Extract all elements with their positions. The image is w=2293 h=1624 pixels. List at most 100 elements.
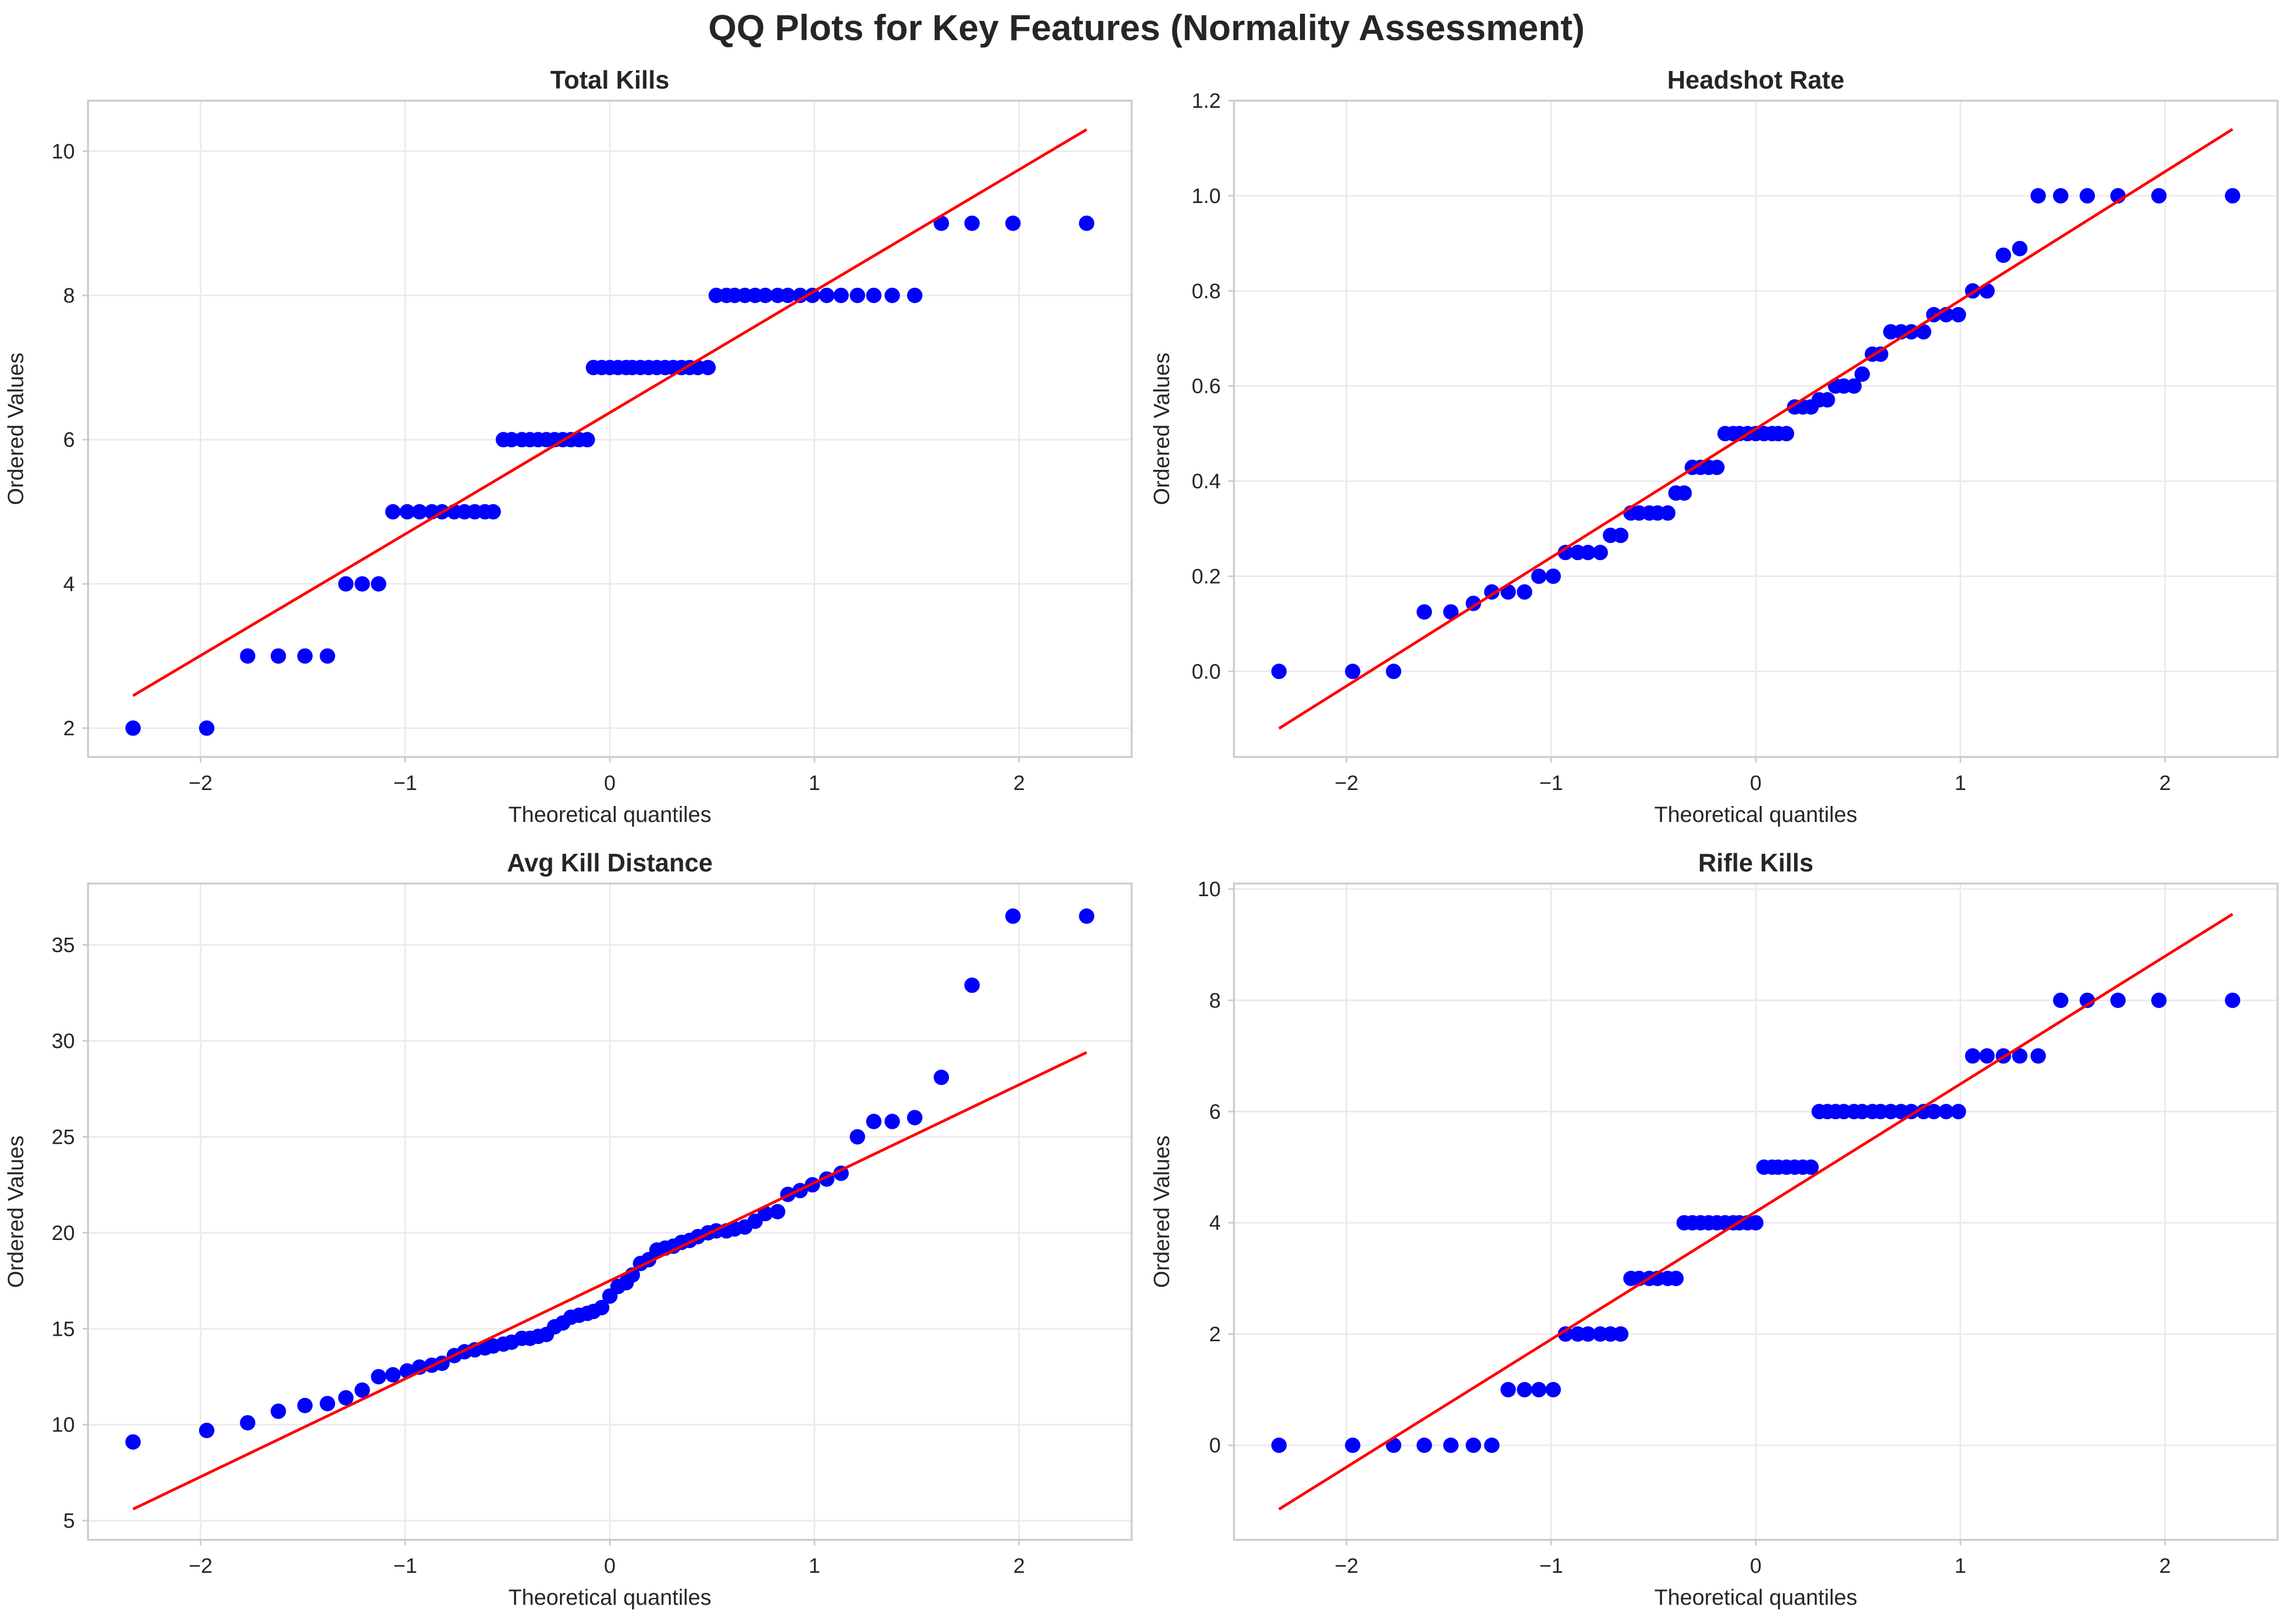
qq-point [1517,584,1533,600]
qq-point [2030,188,2046,204]
y-tick-label: 8 [63,284,75,308]
qq-point [354,1382,370,1398]
x-tick-label: 1 [809,1555,820,1578]
x-tick-label: 2 [2159,772,2171,795]
qq-point [2110,992,2126,1008]
qq-point [1580,1326,1596,1342]
qq-point [866,1113,882,1129]
qq-point [338,576,354,592]
y-tick-label: 20 [52,1222,75,1245]
qq-point [1938,1104,1954,1120]
qq-point [125,1434,141,1450]
qq-point [1613,1326,1629,1342]
reference-line [132,128,1088,697]
qq-point [1466,1438,1482,1453]
qq-point [1916,324,1932,340]
qq-point [2053,992,2069,1008]
qq-point [1545,1382,1561,1398]
x-tick-label: 2 [1013,1555,1025,1578]
x-tick-label: 1 [1955,772,1966,795]
qq-point [354,576,370,592]
y-tick-label: 5 [63,1510,75,1533]
qq-point [371,576,387,592]
qq-point [1668,1270,1684,1286]
subplot-4: −2 −1 0 1 2 0 2 4 6 8 10 Rifle Kills Theoretical qua… [1150,848,2279,1610]
qq-point [1709,459,1725,475]
subplot-title: Headshot Rate [1667,65,1844,94]
qq-point [1580,545,1596,561]
y-tick-label: 2 [1209,1323,1221,1346]
qq-point [866,287,882,303]
qq-point [2012,1048,2028,1064]
y-tick-label: 4 [1209,1212,1221,1235]
qq-point [338,1390,354,1406]
qq-point [320,648,336,664]
y-tick-label: 0 [1209,1434,1221,1457]
x-tick-label: −1 [393,1555,417,1578]
qq-point [485,504,501,520]
x-tick-label: 1 [809,772,820,795]
y-tick-label: 10 [52,140,75,163]
qq-point [1386,663,1402,679]
y-tick-label: 10 [52,1414,75,1437]
qq-point [2225,188,2241,204]
qq-point [833,287,849,303]
x-axis-label: Theoretical quantiles [508,803,711,827]
qq-point [385,504,401,520]
qq-point [371,1369,387,1385]
qq-point [907,1110,923,1126]
y-tick-label: 30 [52,1030,75,1053]
qq-point [1271,663,1287,679]
qq-point [1592,545,1608,561]
axes-frame [87,100,1133,758]
qq-point [125,720,141,736]
x-tick-label: −1 [1539,772,1563,795]
qq-point [1531,1382,1547,1398]
qq-point [297,648,313,664]
qq-point [1557,545,1573,561]
qq-point [1005,908,1021,924]
qq-point [199,720,215,736]
y-axis-label: Ordered Values [4,1135,28,1288]
qq-point [758,287,774,303]
qq-point [1416,1438,1432,1453]
qq-point [1819,392,1835,408]
qq-point [1950,1104,1966,1120]
qq-point [594,1299,610,1315]
qq-point [270,648,286,664]
qq-point [412,504,427,520]
y-tick-label: 4 [63,573,75,596]
x-tick-label: 0 [604,772,616,795]
x-tick-label: 2 [1013,772,1025,795]
axes-frame [1233,882,2279,1541]
y-tick-label: 0.8 [1192,280,1221,303]
qq-point [1484,1438,1500,1453]
y-tick-label: 0.2 [1192,565,1221,588]
x-axis-label: Theoretical quantiles [508,1585,711,1610]
qq-point [849,1129,865,1145]
qq-point [2080,992,2095,1008]
y-axis-label: Ordered Values [4,353,28,505]
x-tick-label: 0 [604,1555,616,1578]
qq-point [1545,568,1561,584]
x-tick-label: 1 [1955,1555,1966,1578]
qq-point [1676,485,1692,501]
qq-point [1416,604,1432,620]
qq-point [2151,992,2167,1008]
qq-point [964,215,980,231]
qq-point [1779,426,1795,442]
qq-point [1854,366,1870,382]
qq-point [1005,215,1021,231]
qq-point [758,1205,774,1221]
qq-point [907,287,923,303]
qq-point [964,977,980,993]
qq-point [1345,663,1361,679]
y-tick-label: 35 [52,934,75,957]
axes-frame [87,882,1133,1541]
qq-point [934,1069,950,1085]
y-tick-label: 1.0 [1192,185,1221,208]
qq-point [819,287,835,303]
qq-point [1965,1048,1981,1064]
qq-point [770,1204,786,1220]
